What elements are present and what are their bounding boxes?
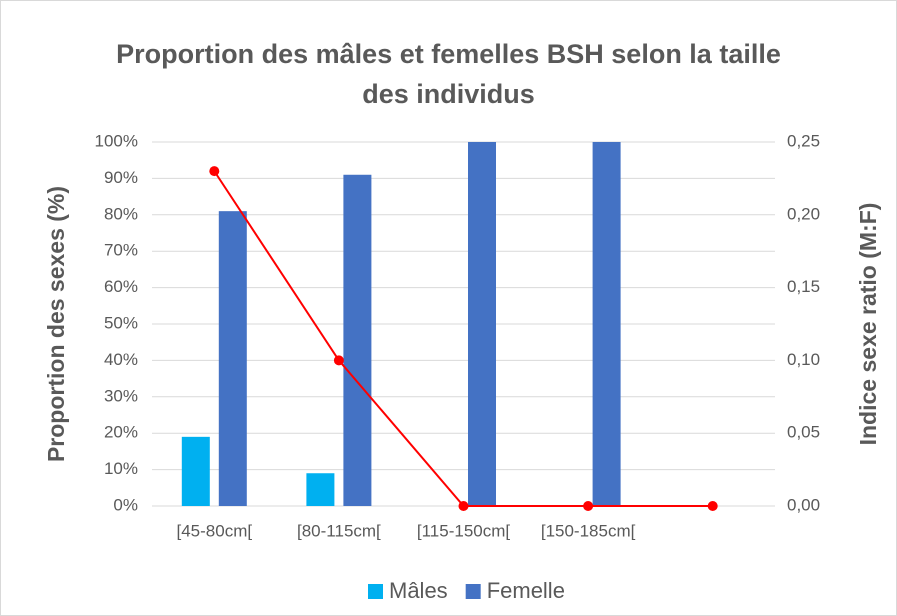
line-point [583, 501, 594, 511]
bar [343, 174, 372, 506]
y-tick-label: 30% [104, 386, 138, 405]
legend-swatch [465, 584, 481, 599]
y2-tick-label: 0,25 [787, 131, 820, 150]
y2-axis-label: Indice sexe ratio (M:F) [855, 203, 881, 446]
y2-tick-label: 0,15 [787, 277, 820, 296]
y-tick-label: 0% [113, 495, 138, 514]
bar [592, 142, 621, 506]
x-tick-label: [80-115cm[ [297, 521, 381, 540]
line-point [707, 501, 718, 511]
x-tick-label: [115-150cm[ [417, 521, 511, 540]
y2-tick-label: 0,20 [787, 204, 820, 223]
line-point [458, 501, 469, 511]
y2-tick-label: 0,10 [787, 350, 820, 369]
bar [218, 211, 247, 506]
bar [306, 473, 335, 506]
y-tick-label: 60% [104, 277, 138, 296]
y2-tick-label: 0,00 [787, 495, 820, 514]
y-tick-label: 100% [95, 131, 138, 150]
y-tick-label: 40% [104, 350, 138, 369]
y-tick-label: 90% [104, 168, 138, 187]
line-point [333, 355, 344, 366]
legend-swatch [368, 584, 383, 599]
y-tick-label: 10% [104, 459, 138, 478]
y-tick-label: 70% [104, 241, 138, 260]
chart-title: Proportion des mâles et femelles BSH sel… [116, 39, 781, 109]
y-tick-label: 80% [104, 204, 138, 223]
bar [181, 436, 210, 506]
legend-label: Femelle [487, 578, 565, 603]
line-point [209, 166, 220, 177]
legend-label: Mâles [389, 578, 448, 603]
y2-tick-label: 0,05 [787, 423, 820, 442]
bar [468, 142, 496, 506]
y-tick-label: 50% [104, 313, 138, 332]
y-tick-label: 20% [104, 423, 138, 442]
x-tick-label: [45-80cm[ [177, 521, 253, 540]
y-axis-label: Proportion des sexes (%) [43, 186, 69, 462]
x-tick-label: [150-185cm[ [541, 521, 636, 540]
